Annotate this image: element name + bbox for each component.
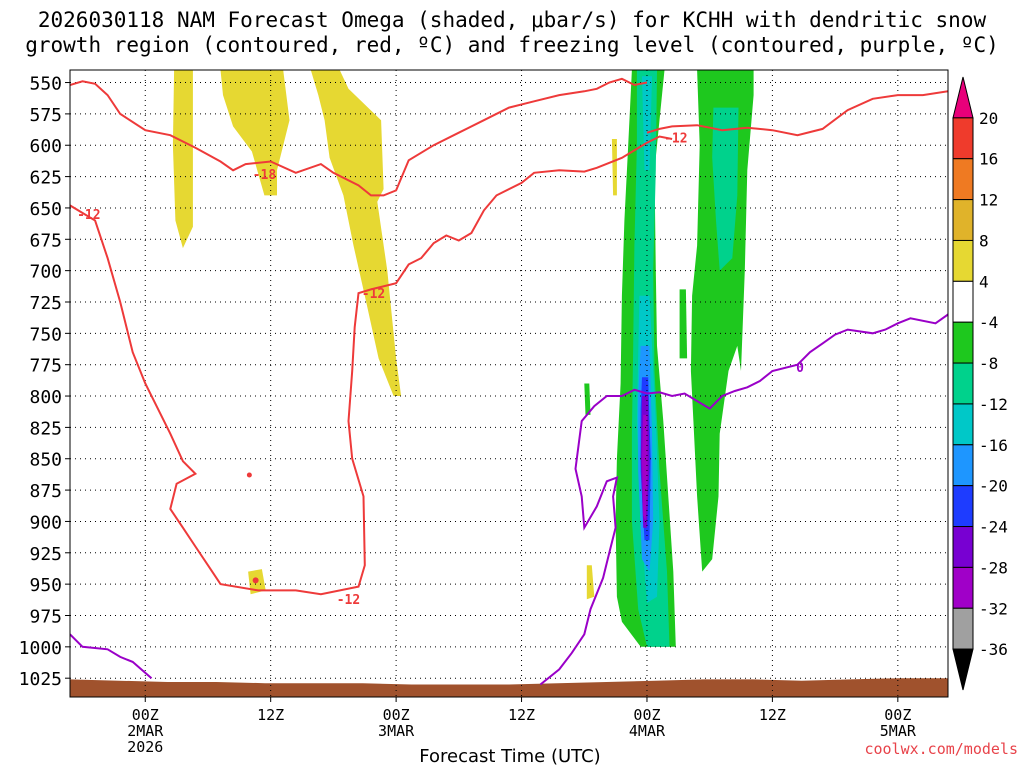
- x-tick-label: 00Z: [633, 706, 660, 724]
- red-contour-label: -12: [337, 593, 360, 608]
- colorbar-label: -24: [979, 518, 1008, 537]
- colorbar-segment: [952, 158, 974, 201]
- omega-region: [712, 107, 739, 271]
- y-tick-label: 775: [29, 356, 62, 377]
- credit-text: coolwx.com/models: [864, 740, 1018, 758]
- purple-contour-label: 0: [796, 361, 804, 376]
- omega-region: [172, 70, 193, 249]
- x-tick-date: 2MAR: [127, 722, 164, 740]
- colorbar-label: 4: [979, 272, 989, 291]
- colorbar-segment: [952, 485, 974, 528]
- colorbar-label: -16: [979, 436, 1008, 455]
- omega-region: [220, 70, 290, 196]
- purple-contour-line: [70, 633, 153, 679]
- omega-region: [642, 76, 652, 171]
- x-tick-date: 5MAR: [880, 722, 917, 740]
- colorbar-label: -12: [979, 395, 1008, 414]
- colorbar-label: 20: [979, 109, 998, 128]
- y-tick-label: 725: [29, 293, 62, 314]
- ground-terrain: [70, 678, 948, 697]
- y-tick-label: 825: [29, 418, 62, 439]
- colorbar-label: -4: [979, 313, 998, 332]
- y-tick-label: 700: [29, 262, 62, 283]
- y-tick-label: 950: [29, 575, 62, 596]
- purple-contour-line: [539, 312, 948, 686]
- x-tick-label: 00Z: [132, 706, 159, 724]
- red-contour-dot: [246, 472, 252, 478]
- y-tick-label: 575: [29, 105, 62, 126]
- red-contour-label: -12: [77, 208, 100, 223]
- y-tick-label: 925: [29, 544, 62, 565]
- colorbar-label: -8: [979, 354, 998, 373]
- colorbar-segment: [952, 280, 974, 323]
- colorbar-segment: [952, 321, 974, 364]
- colorbar-label: -32: [979, 599, 1008, 618]
- y-tick-label: 1025: [19, 669, 62, 690]
- colorbar-segment: [952, 239, 974, 282]
- x-tick-date: 4MAR: [629, 722, 666, 740]
- red-contour-line: [646, 90, 948, 137]
- y-tick-label: 600: [29, 136, 62, 157]
- colorbar-segment: [952, 403, 974, 446]
- red-contour-label: -12: [664, 132, 687, 147]
- chart-title-line2: growth region (contoured, red, ºC) and f…: [25, 33, 999, 57]
- x-tick-year: 2026: [127, 738, 163, 756]
- omega-region: [584, 383, 591, 415]
- y-tick-label: 900: [29, 512, 62, 533]
- x-tick-label: 12Z: [508, 706, 535, 724]
- omega-region: [690, 70, 754, 572]
- red-contour-label: -12: [362, 287, 385, 302]
- colorbar-label: 8: [979, 231, 989, 250]
- colorbar-segment: [952, 566, 974, 609]
- red-contour-label: -18: [253, 168, 277, 183]
- y-tick-label: 975: [29, 606, 62, 627]
- red-contour-line: [70, 77, 648, 197]
- x-tick-date: 3MAR: [378, 722, 415, 740]
- y-tick-label: 1000: [19, 638, 62, 659]
- x-tick-label: 00Z: [383, 706, 410, 724]
- colorbar-segment: [952, 607, 974, 650]
- y-tick-label: 850: [29, 450, 62, 471]
- omega-region: [611, 139, 617, 196]
- plot-frame: [69, 69, 949, 698]
- y-tick-label: 675: [29, 230, 62, 251]
- colorbar-label: 16: [979, 150, 998, 169]
- colorbar-label: 12: [979, 191, 998, 210]
- colorbar-label: -28: [979, 558, 1008, 577]
- y-tick-label: 625: [29, 168, 62, 189]
- red-contour-line: [70, 135, 673, 596]
- x-tick-label: 00Z: [884, 706, 911, 724]
- colorbar-label: -36: [979, 640, 1008, 659]
- colorbar-segment: [952, 117, 974, 160]
- omega-region: [679, 289, 688, 359]
- omega-region: [642, 414, 648, 522]
- x-axis-title: Forecast Time (UTC): [419, 746, 601, 767]
- colorbar-segment: [952, 444, 974, 487]
- x-tick-label: 12Z: [257, 706, 284, 724]
- colorbar-label: -20: [979, 477, 1008, 496]
- colorbar-cap-top: [952, 76, 974, 119]
- colorbar-segment: [952, 362, 974, 405]
- y-tick-label: 875: [29, 481, 62, 502]
- chart-title-line1: 2026030118 NAM Forecast Omega (shaded, μ…: [37, 8, 987, 32]
- red-contour-dot: [252, 577, 259, 584]
- colorbar-segment: [952, 526, 974, 568]
- y-tick-label: 650: [29, 199, 62, 220]
- omega-region: [310, 70, 402, 396]
- omega-region: [586, 565, 595, 600]
- x-tick-label: 12Z: [759, 706, 786, 724]
- y-tick-label: 550: [29, 74, 62, 95]
- colorbar-cap-bottom: [952, 648, 974, 691]
- y-tick-label: 800: [29, 387, 62, 408]
- colorbar-segment: [952, 199, 974, 241]
- y-tick-label: 750: [29, 324, 62, 345]
